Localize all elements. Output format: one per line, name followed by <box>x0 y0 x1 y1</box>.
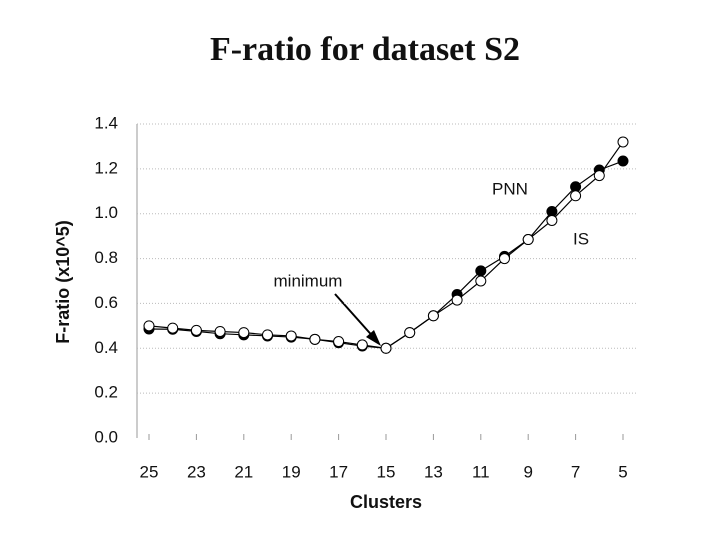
x-axis-label: Clusters <box>350 492 422 512</box>
y-tick-label: 1.4 <box>94 113 118 132</box>
x-tick-label: 25 <box>140 462 159 481</box>
point <box>427 310 439 322</box>
series-label: PNN <box>492 179 528 198</box>
point <box>522 234 534 246</box>
y-tick-label: 0.6 <box>94 293 118 312</box>
x-tick-label: 13 <box>424 462 443 481</box>
series-line <box>148 160 624 349</box>
point <box>333 336 345 348</box>
point <box>475 265 487 277</box>
point <box>593 170 605 182</box>
point <box>262 329 273 341</box>
x-tick-label: 9 <box>523 462 532 481</box>
point <box>309 333 321 345</box>
point <box>380 342 392 354</box>
y-axis-label: F-ratio (x10^5) <box>53 220 73 344</box>
series-label: IS <box>573 229 589 248</box>
y-tick-label: 0.0 <box>94 427 118 446</box>
x-tick-label: 11 <box>472 462 490 481</box>
point <box>190 324 202 336</box>
point <box>617 155 629 167</box>
chart-title: F-ratio for dataset S2 <box>210 31 520 68</box>
y-tick-label: 0.2 <box>94 383 118 402</box>
x-tick-label: 19 <box>282 462 301 481</box>
point <box>617 136 629 148</box>
x-tick-label: 7 <box>571 462 580 481</box>
point <box>143 320 155 332</box>
y-tick-label: 1.0 <box>94 203 118 222</box>
x-tick-label: 23 <box>187 462 206 481</box>
annotation: minimum <box>274 271 343 290</box>
point <box>451 294 463 306</box>
y-tick-label: 1.2 <box>94 158 118 177</box>
point <box>499 253 510 265</box>
point <box>356 339 368 351</box>
x-tick-label: 17 <box>329 462 348 481</box>
point <box>167 322 179 334</box>
x-tick-label: 21 <box>234 462 253 481</box>
y-tick-label: 0.8 <box>94 248 118 267</box>
point <box>546 214 558 226</box>
point <box>285 330 297 342</box>
arrow <box>334 293 377 341</box>
y-tick-label: 0.4 <box>94 338 118 357</box>
x-tick-label: 5 <box>618 462 627 481</box>
point <box>570 190 582 202</box>
point <box>404 327 416 339</box>
point <box>475 275 487 287</box>
series-line <box>148 141 624 349</box>
point <box>214 325 226 337</box>
x-tick-label: 15 <box>377 462 396 481</box>
arrow-head <box>366 330 381 346</box>
point <box>238 327 250 339</box>
